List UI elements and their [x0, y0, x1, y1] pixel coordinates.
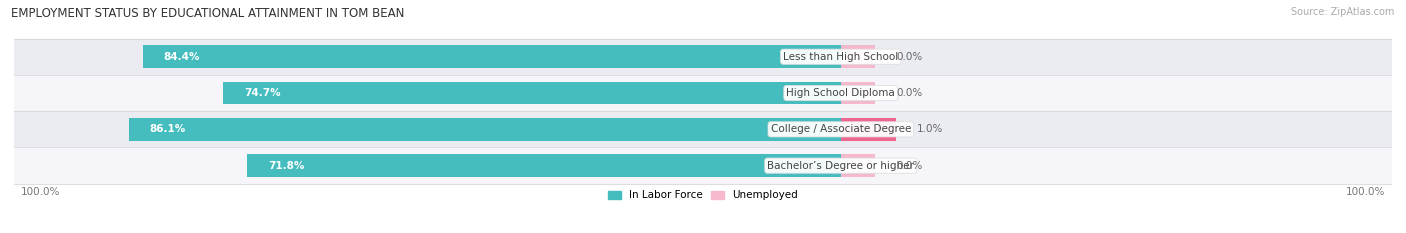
- Text: 0.0%: 0.0%: [896, 88, 922, 98]
- Bar: [841, 154, 876, 177]
- Text: Bachelor’s Degree or higher: Bachelor’s Degree or higher: [768, 161, 914, 171]
- Bar: [14, 111, 1392, 147]
- Bar: [247, 154, 841, 177]
- Text: 100.0%: 100.0%: [1346, 187, 1385, 197]
- Text: 0.0%: 0.0%: [896, 161, 922, 171]
- Bar: [841, 45, 876, 68]
- Bar: [841, 82, 876, 104]
- Bar: [14, 147, 1392, 184]
- Bar: [129, 118, 841, 140]
- Text: 84.4%: 84.4%: [163, 52, 200, 62]
- Text: College / Associate Degree: College / Associate Degree: [770, 124, 911, 134]
- Text: 100.0%: 100.0%: [21, 187, 60, 197]
- Text: High School Diploma: High School Diploma: [786, 88, 896, 98]
- Legend: In Labor Force, Unemployed: In Labor Force, Unemployed: [605, 186, 801, 205]
- Bar: [224, 82, 841, 104]
- Text: Less than High School: Less than High School: [783, 52, 898, 62]
- Text: 0.0%: 0.0%: [896, 52, 922, 62]
- Text: 71.8%: 71.8%: [269, 161, 304, 171]
- Bar: [841, 118, 896, 140]
- Text: EMPLOYMENT STATUS BY EDUCATIONAL ATTAINMENT IN TOM BEAN: EMPLOYMENT STATUS BY EDUCATIONAL ATTAINM…: [11, 7, 405, 20]
- Text: 1.0%: 1.0%: [917, 124, 943, 134]
- Bar: [143, 45, 841, 68]
- Text: Source: ZipAtlas.com: Source: ZipAtlas.com: [1291, 7, 1395, 17]
- Bar: [14, 39, 1392, 75]
- Text: 74.7%: 74.7%: [243, 88, 281, 98]
- Bar: [14, 75, 1392, 111]
- Text: 86.1%: 86.1%: [149, 124, 186, 134]
